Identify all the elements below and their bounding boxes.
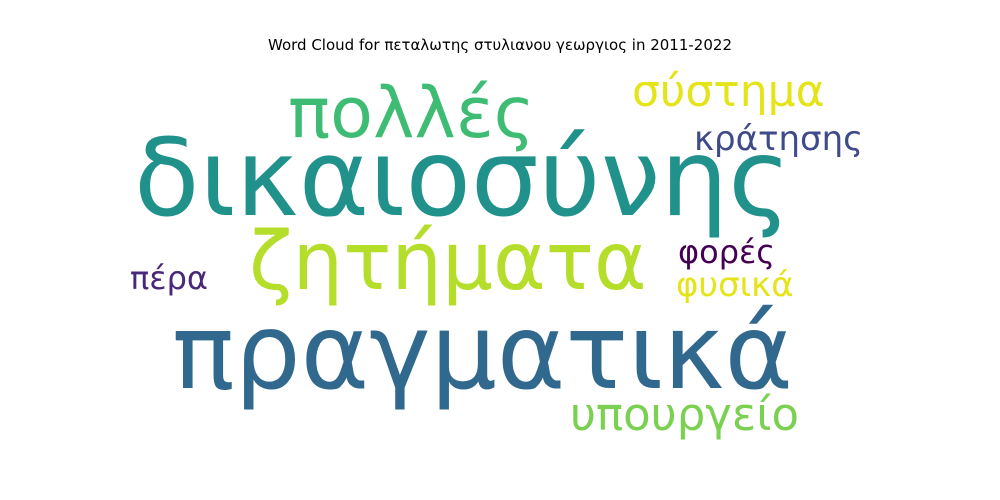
word-pera: πέρα [130,259,208,297]
word-fysika: φυσικά [676,265,794,305]
word-ypourgeio: υπουργείο [570,388,799,441]
word-dikaiosynis: δικαιοσύνης [134,117,792,241]
word-zitimata: ζητήματα [249,215,647,308]
word-pragmatika: πραγματικά [172,291,794,413]
word-fores: φορές [678,233,776,271]
word-polles: πολλές [288,72,535,154]
word-systima: σύστημα [632,66,825,117]
word-kratisis: κράτησης [694,119,864,159]
chart-title: Word Cloud for πεταλωτης στυλιανου γεωργ… [268,36,732,54]
